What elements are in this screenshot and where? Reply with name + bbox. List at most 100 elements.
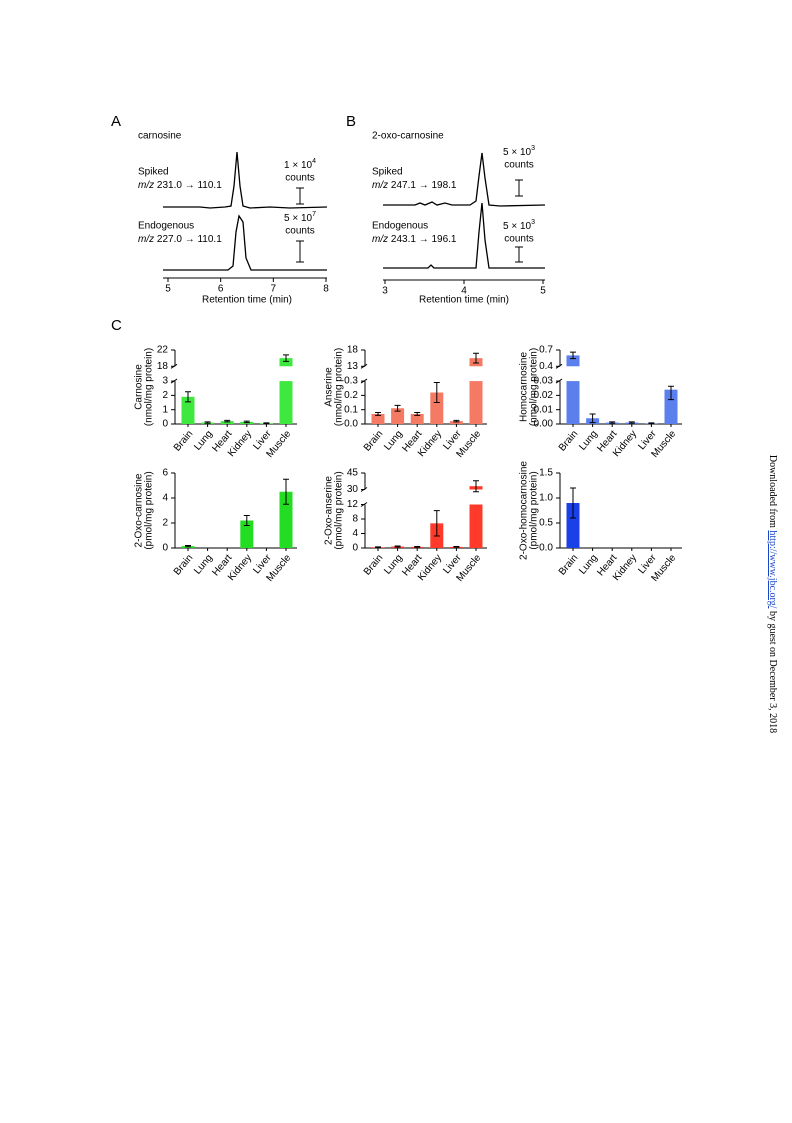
ion-prefix: m/z [138, 234, 154, 245]
scale-bar [296, 240, 304, 263]
scale-value: 1 × 104 [284, 158, 316, 171]
bar [240, 520, 254, 548]
bar [449, 421, 463, 424]
side-note-link[interactable]: http://www.jbc.org/ [767, 530, 778, 608]
y-tick-label: 8 [352, 514, 358, 525]
y-axis-label: 2-Oxo-homocarnosine [519, 461, 530, 560]
y-tick-label: 0.00 [534, 419, 554, 430]
ion-transition: 231.0 → 110.1 [157, 180, 222, 191]
x-tick-label: Brain [362, 553, 385, 578]
bar [469, 486, 483, 548]
bar-part [566, 381, 580, 424]
y-tick-label: 0 [352, 543, 358, 554]
bar-part [371, 413, 385, 424]
trace-name: Endogenous [138, 221, 194, 232]
ion-transition: 227.0 → 110.1 [157, 234, 222, 245]
ion-prefix: m/z [372, 180, 388, 191]
y-tick-label: 0.02 [534, 390, 554, 401]
y-tick-label: 4 [352, 528, 358, 539]
bar-part [279, 358, 293, 367]
bar [220, 421, 234, 424]
y-tick-label: 4 [162, 493, 168, 504]
panel-label: B [346, 113, 356, 130]
bar-part [181, 396, 195, 424]
bar-part [240, 520, 254, 548]
trace [383, 152, 546, 207]
error-bar [414, 412, 421, 416]
error-bar [473, 352, 479, 364]
y-tick-label: 12 [347, 499, 359, 510]
error-bar [243, 515, 250, 526]
error-bar [283, 478, 289, 505]
scale-unit: counts [285, 226, 314, 237]
y-axis-label: (nmol/mg protein) [334, 348, 345, 426]
bar [279, 491, 293, 548]
bar-part [391, 408, 405, 424]
axis-break [360, 502, 368, 507]
ion-transition: 247.1 → 198.1 [391, 180, 457, 191]
y-axis-label: Carnosine [134, 364, 145, 410]
error-bar [283, 354, 289, 362]
trace-name: Spiked [138, 167, 169, 178]
y-tick-label: 0.3 [344, 376, 358, 387]
trace [383, 202, 545, 269]
y-tick-label: 18 [157, 361, 169, 372]
bar [391, 408, 405, 424]
axis-break [170, 363, 178, 369]
trace-ion: m/z 247.1 → 198.1 [372, 180, 457, 191]
error-bar [394, 404, 401, 412]
scale-base: 5 × 10 [503, 221, 532, 232]
scale-exponent: 4 [312, 158, 316, 165]
axis-break [555, 363, 563, 369]
axis-break [170, 378, 178, 384]
y-tick-label: 0.03 [534, 376, 554, 387]
bar [566, 503, 580, 548]
trace-name: Spiked [372, 167, 403, 178]
scale-unit: counts [504, 234, 533, 245]
y-tick-label: 1 [162, 404, 168, 415]
x-tick-label: Brain [557, 553, 580, 578]
error-bar [375, 546, 381, 549]
bar [371, 413, 385, 424]
x-tick-label: Brain [172, 429, 195, 454]
error-bar [394, 545, 401, 548]
y-tick-label: 0.01 [534, 404, 554, 415]
error-bar [648, 422, 655, 425]
ion-transition: 243.1 → 196.1 [391, 234, 457, 245]
side-note-prefix: Downloaded from [767, 455, 778, 528]
error-bar [473, 480, 479, 493]
error-bar [589, 413, 596, 424]
y-tick-label: 3 [162, 376, 168, 387]
error-bar [609, 421, 616, 424]
y-tick-label: 22 [157, 345, 169, 356]
axis-break [360, 378, 368, 384]
x-tick-label: Brain [557, 429, 580, 454]
y-tick-label: 13 [347, 361, 359, 372]
panel-title: 2-oxo-carnosine [372, 131, 444, 142]
panel-title: carnosine [138, 131, 182, 142]
y-tick-label: 2 [162, 518, 168, 529]
scale-value: 5 × 107 [284, 211, 316, 224]
x-tick-label: 8 [323, 284, 329, 295]
scale-base: 5 × 10 [503, 147, 532, 158]
y-tick-label: 0.0 [344, 419, 358, 430]
y-axis-label: Homocarnosine [519, 352, 530, 422]
y-tick-label: 0.7 [539, 345, 553, 356]
y-axis-label: 2-Oxo-anserine [324, 476, 335, 545]
bar-part [220, 421, 234, 424]
side-note-suffix: by guest on December 3, 2018 [767, 611, 778, 733]
panel-label: C [111, 317, 122, 334]
y-tick-label: 1.0 [539, 493, 553, 504]
y-tick-label: 0.4 [539, 361, 553, 372]
error-bar [185, 545, 191, 548]
y-tick-label: 0 [162, 419, 168, 430]
y-tick-label: 18 [347, 345, 359, 356]
y-axis-label: (nmol/mg protein) [144, 348, 155, 426]
error-bar [668, 385, 674, 401]
bar [279, 358, 293, 424]
y-axis-label: (pmol/mg protein) [529, 471, 540, 549]
error-bar [628, 421, 635, 424]
bar-part [566, 503, 580, 548]
error-bar [433, 382, 440, 404]
x-tick-label: 5 [540, 286, 546, 297]
